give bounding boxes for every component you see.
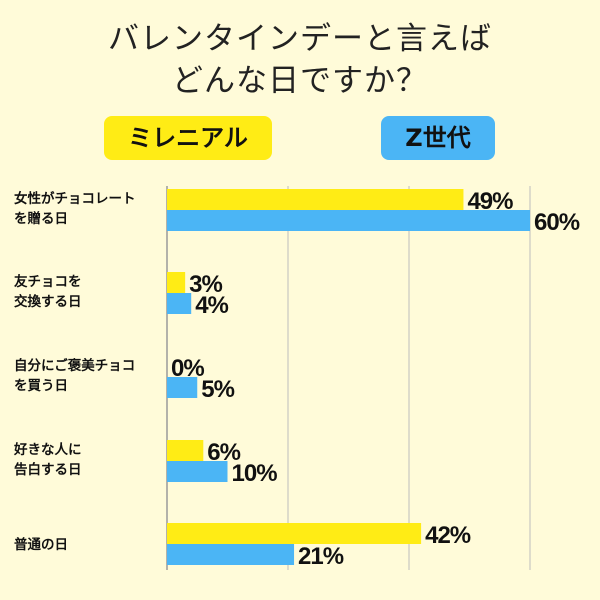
chart-title-line1: バレンタインデーと言えば	[108, 21, 492, 57]
legend-millennial: ミレニアル	[104, 116, 272, 160]
data-label: 21%	[298, 543, 344, 570]
category-label: 普通の日	[14, 536, 68, 553]
category-label: 女性がチョコレート	[14, 190, 136, 207]
data-label: 3%	[189, 271, 222, 298]
legend-gen-z: Z世代	[381, 116, 495, 160]
chart-title-line2: どんな日ですか？	[172, 63, 428, 99]
bar-millennial	[167, 523, 422, 544]
bar-millennial	[167, 440, 204, 461]
data-label: 10%	[232, 460, 278, 487]
data-label: 60%	[534, 209, 580, 236]
data-label: 42%	[425, 522, 471, 549]
bar-gen-z	[167, 293, 192, 314]
category-label: 交換する日	[14, 293, 82, 310]
bar-gen-z	[167, 544, 295, 565]
category-label: を買う日	[14, 378, 68, 394]
bar-millennial	[167, 189, 464, 210]
chart-title: バレンタインデーと言えば どんな日ですか？	[0, 18, 600, 102]
bar-millennial	[167, 272, 186, 293]
category-label: を贈る日	[14, 210, 68, 227]
category-label: 自分にご褒美チョコ	[14, 357, 135, 374]
category-label: 好きな人に	[13, 441, 82, 458]
bar-gen-z	[167, 377, 198, 398]
category-label: 友チョコを	[14, 273, 82, 290]
data-label: 5%	[201, 376, 234, 403]
data-label: 4%	[195, 292, 228, 319]
bar-gen-z	[167, 461, 228, 482]
bar-gen-z	[167, 210, 530, 231]
category-label: 告白する日	[14, 461, 82, 478]
